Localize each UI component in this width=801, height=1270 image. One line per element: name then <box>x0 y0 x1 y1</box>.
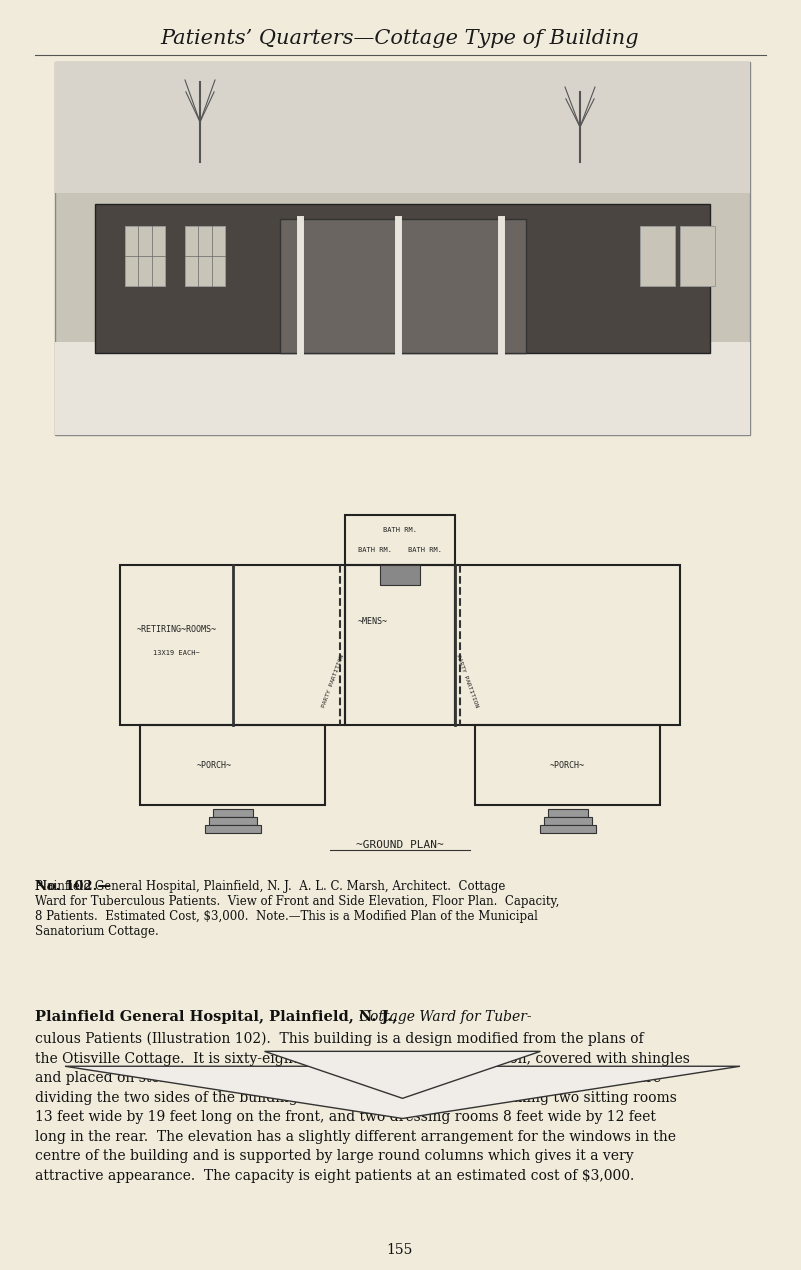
Bar <box>455 565 680 725</box>
Bar <box>140 725 325 805</box>
Text: 13X19 EACH~: 13X19 EACH~ <box>153 650 199 657</box>
Text: Patients’ Quarters—Cottage Type of Building: Patients’ Quarters—Cottage Type of Build… <box>161 28 639 47</box>
Text: No. 102.—: No. 102.— <box>35 880 111 893</box>
Bar <box>548 809 587 817</box>
Text: ~PORCH~: ~PORCH~ <box>196 761 231 770</box>
Polygon shape <box>264 1052 541 1099</box>
Bar <box>208 817 256 826</box>
Bar <box>540 826 595 833</box>
Text: culous Patients (Illustration 102).  This building is a design modified from the: culous Patients (Illustration 102). This… <box>35 1033 690 1182</box>
Bar <box>95 203 710 353</box>
Bar <box>204 826 260 833</box>
Text: ~MENS~: ~MENS~ <box>357 616 388 626</box>
Text: Cottage Ward for Tuber-: Cottage Ward for Tuber- <box>355 1010 532 1024</box>
Bar <box>544 817 591 826</box>
Bar <box>280 218 525 353</box>
Bar <box>55 62 750 193</box>
Text: ~GROUND PLAN~: ~GROUND PLAN~ <box>356 839 444 850</box>
Text: BATH RM.: BATH RM. <box>408 547 442 552</box>
Polygon shape <box>65 1067 740 1119</box>
Text: ~RETIRING~ROOMS~: ~RETIRING~ROOMS~ <box>136 625 216 634</box>
Text: PARTY PARTITION: PARTY PARTITION <box>321 654 345 709</box>
Bar <box>380 565 420 585</box>
Bar <box>185 226 225 286</box>
Text: BATH RM.: BATH RM. <box>358 547 392 552</box>
Text: BATH RM.: BATH RM. <box>383 527 417 533</box>
Bar <box>345 565 455 725</box>
Bar <box>475 725 660 805</box>
Bar <box>120 565 345 725</box>
Text: ~PORCH~: ~PORCH~ <box>550 761 585 770</box>
Bar <box>212 809 252 817</box>
Bar <box>345 516 455 565</box>
Text: PARTY PARTITION: PARTY PARTITION <box>455 654 479 709</box>
Bar <box>640 226 675 286</box>
Text: Plainfield General Hospital, Plainfield, N. J.,: Plainfield General Hospital, Plainfield,… <box>35 1010 397 1024</box>
Bar <box>125 226 165 286</box>
Bar <box>55 342 750 436</box>
Text: Plainfield General Hospital, Plainfield, N. J.  A. L. C. Marsh, Architect.  Cott: Plainfield General Hospital, Plainfield,… <box>35 880 559 939</box>
Bar <box>55 62 750 436</box>
Bar <box>680 226 715 286</box>
Text: 155: 155 <box>387 1243 413 1257</box>
